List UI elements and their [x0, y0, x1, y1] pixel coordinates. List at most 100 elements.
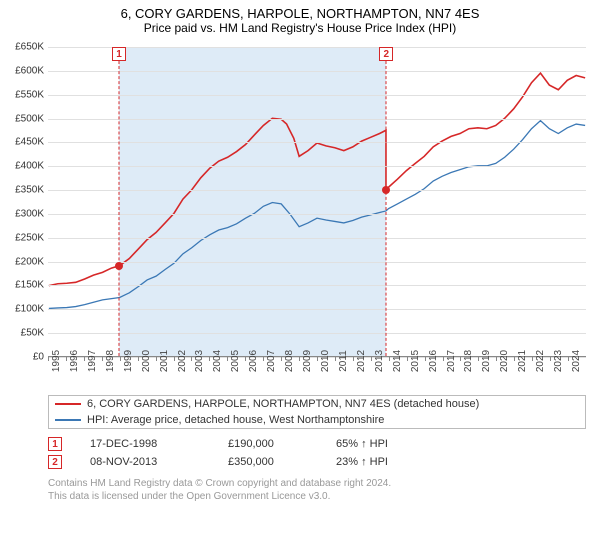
sale-hpi-delta: 23% ↑ HPI: [336, 456, 436, 468]
x-tick: [568, 357, 569, 361]
x-tick: [496, 357, 497, 361]
sale-point-dot: [382, 186, 390, 194]
y-axis-label: £550K: [8, 89, 44, 100]
x-axis-label: 2020: [499, 350, 510, 372]
x-axis-label: 2007: [266, 350, 277, 372]
x-axis-label: 2006: [248, 350, 259, 372]
y-axis-label: £200K: [8, 256, 44, 267]
x-tick: [48, 357, 49, 361]
x-axis-label: 1996: [69, 350, 80, 372]
legend-label: HPI: Average price, detached house, West…: [87, 414, 384, 426]
y-axis-label: £150K: [8, 280, 44, 291]
gridline: [48, 47, 586, 48]
x-axis-label: 2010: [320, 350, 331, 372]
y-axis-label: £250K: [8, 232, 44, 243]
x-axis-label: 2014: [392, 350, 403, 372]
marker-dash-line: [386, 61, 387, 356]
x-tick: [263, 357, 264, 361]
x-axis-label: 2019: [481, 350, 492, 372]
x-axis-label: 2021: [517, 350, 528, 372]
sale-hpi-delta: 65% ↑ HPI: [336, 438, 436, 450]
sale-price: £190,000: [228, 438, 308, 450]
gridline: [48, 190, 586, 191]
footer-attribution: Contains HM Land Registry data © Crown c…: [48, 477, 592, 503]
x-tick: [460, 357, 461, 361]
gridline: [48, 238, 586, 239]
x-tick: [281, 357, 282, 361]
x-axis-label: 2018: [463, 350, 474, 372]
x-tick: [335, 357, 336, 361]
y-axis-label: £300K: [8, 208, 44, 219]
gridline: [48, 333, 586, 334]
x-tick: [174, 357, 175, 361]
sale-price: £350,000: [228, 456, 308, 468]
y-axis-label: £400K: [8, 161, 44, 172]
x-axis-label: 2001: [159, 350, 170, 372]
footer-line1: Contains HM Land Registry data © Crown c…: [48, 477, 592, 490]
y-axis-label: £500K: [8, 113, 44, 124]
x-tick: [102, 357, 103, 361]
series-line: [49, 73, 585, 286]
x-axis-label: 2011: [338, 350, 349, 372]
sale-date: 17-DEC-1998: [90, 438, 200, 450]
x-tick: [514, 357, 515, 361]
x-axis-label: 2015: [410, 350, 421, 372]
x-tick: [66, 357, 67, 361]
sales-table: 117-DEC-1998£190,00065% ↑ HPI208-NOV-201…: [48, 435, 592, 471]
x-axis-label: 1998: [105, 350, 116, 372]
x-axis-label: 2003: [194, 350, 205, 372]
x-tick: [209, 357, 210, 361]
gridline: [48, 142, 586, 143]
chart-area: £0 £50K £100K £150K £200K £250K £300K £350K £400…: [8, 39, 592, 389]
sale-number-box: 1: [48, 437, 62, 451]
x-axis-label: 2005: [230, 350, 241, 372]
x-tick: [120, 357, 121, 361]
gridline: [48, 119, 586, 120]
plot-area: £0£50K£100K£150K£200K£250K£300K£350K£400…: [48, 47, 586, 357]
gridline: [48, 214, 586, 215]
x-axis-label: 2016: [428, 350, 439, 372]
x-tick: [191, 357, 192, 361]
marker-number-box: 1: [112, 47, 126, 61]
y-axis-label: £100K: [8, 304, 44, 315]
x-axis-label: 2004: [212, 350, 223, 372]
chart-subtitle: Price paid vs. HM Land Registry's House …: [8, 21, 592, 35]
x-axis-label: 2017: [446, 350, 457, 372]
sale-point-dot: [115, 262, 123, 270]
marker-dash-line: [119, 61, 120, 356]
x-tick: [84, 357, 85, 361]
y-axis-label: £650K: [8, 42, 44, 53]
x-tick: [443, 357, 444, 361]
gridline: [48, 309, 586, 310]
x-tick: [138, 357, 139, 361]
x-axis-label: 2009: [302, 350, 313, 372]
y-axis-label: £50K: [8, 328, 44, 339]
sale-date: 08-NOV-2013: [90, 456, 200, 468]
footer-line2: This data is licensed under the Open Gov…: [48, 490, 592, 503]
x-axis-label: 2008: [284, 350, 295, 372]
x-axis-label: 2022: [535, 350, 546, 372]
gridline: [48, 95, 586, 96]
x-axis-label: 2023: [553, 350, 564, 372]
y-axis-label: £350K: [8, 185, 44, 196]
x-axis-label: 2000: [141, 350, 152, 372]
legend-label: 6, CORY GARDENS, HARPOLE, NORTHAMPTON, N…: [87, 398, 479, 410]
x-axis-label: 1997: [87, 350, 98, 372]
sale-row: 208-NOV-2013£350,00023% ↑ HPI: [48, 453, 592, 471]
x-tick: [317, 357, 318, 361]
gridline: [48, 71, 586, 72]
legend-row: HPI: Average price, detached house, West…: [49, 412, 585, 428]
y-axis-label: £0: [8, 352, 44, 363]
legend-row: 6, CORY GARDENS, HARPOLE, NORTHAMPTON, N…: [49, 396, 585, 412]
sale-row: 1 17-DEC-1998 £190,000 65% ↑ HPI: [48, 435, 592, 453]
x-tick: [532, 357, 533, 361]
chart-title: 6, CORY GARDENS, HARPOLE, NORTHAMPTON, N…: [8, 6, 592, 21]
x-tick: [550, 357, 551, 361]
x-axis-label: 2013: [374, 350, 385, 372]
x-axis-label: 2012: [356, 350, 367, 372]
x-tick: [389, 357, 390, 361]
x-tick: [156, 357, 157, 361]
x-tick: [478, 357, 479, 361]
y-axis-label: £450K: [8, 137, 44, 148]
marker-number-box: 2: [379, 47, 393, 61]
